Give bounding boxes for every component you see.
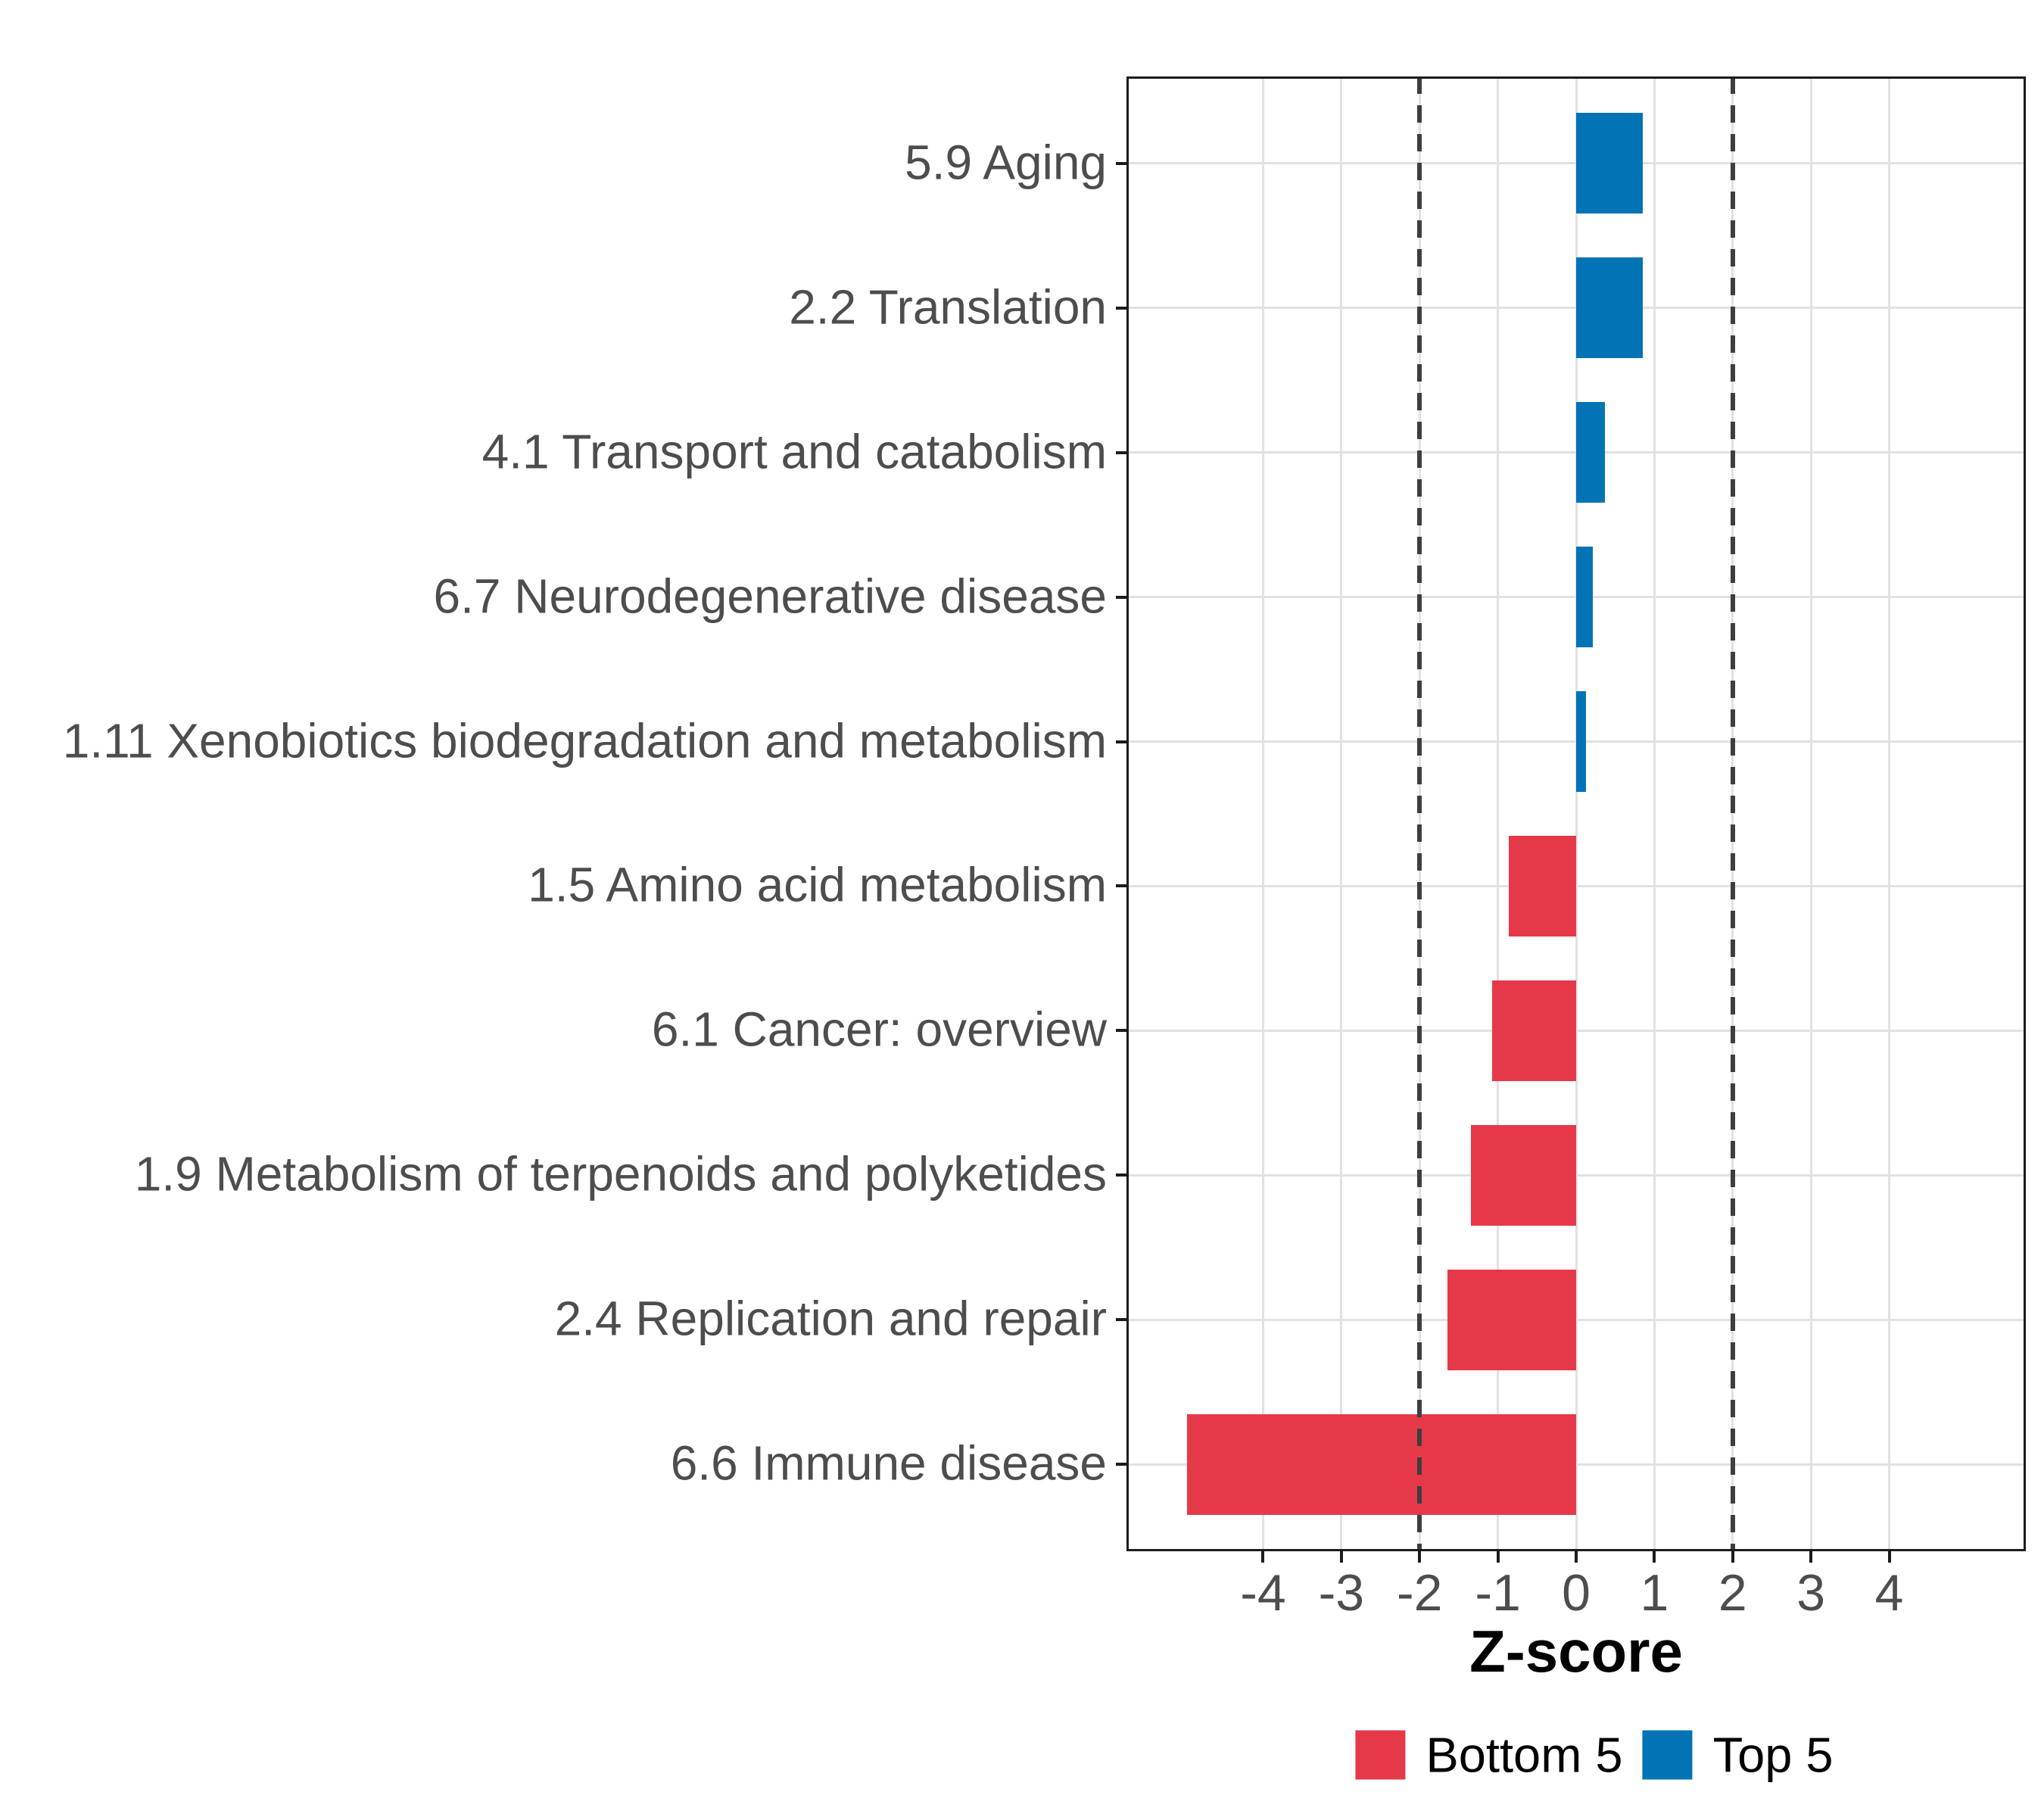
y-tick [1116,306,1126,310]
gridline-row [1126,1463,2026,1466]
y-axis-label: 1.11 Xenobiotics biodegradation and meta… [62,713,1107,768]
legend-label-top5: Top 5 [1712,1727,1834,1783]
bar-2.2 Translation [1576,257,1643,359]
x-tick [1887,1551,1891,1563]
y-axis-label: 5.9 Aging [905,135,1107,190]
gridline-x-0 [1575,76,1578,1551]
x-tick-label: 0 [1562,1564,1591,1622]
y-axis-label: 6.6 Immune disease [670,1436,1107,1491]
bar-5.9 Aging [1576,113,1643,214]
y-tick [1116,884,1126,888]
bar-6.1 Cancer: overview [1492,980,1576,1081]
plot-panel [1126,76,2026,1551]
bar-1.5 Amino acid metabolism [1509,835,1576,937]
gridline-x--1 [1497,76,1500,1551]
x-tick-label: -2 [1396,1564,1443,1622]
y-tick [1116,1318,1126,1322]
x-tick-label: 2 [1718,1564,1747,1622]
legend: Bottom 5 Top 5 [1355,1727,1834,1783]
x-tick [1575,1551,1578,1563]
x-axis-title: Z-score [1469,1618,1683,1685]
x-tick-label: -4 [1240,1564,1286,1622]
x-tick-label: 3 [1796,1564,1826,1622]
gridline-row [1126,1029,2026,1032]
x-tick [1261,1551,1265,1563]
y-axis-label: 1.9 Metabolism of terpenoids and polyket… [134,1147,1107,1202]
x-tick [1809,1551,1813,1563]
y-tick [1116,161,1126,165]
x-tick-label: 4 [1874,1564,1904,1622]
legend-item-top5: Top 5 [1642,1727,1834,1783]
y-tick [1116,740,1126,743]
bar-2.4 Replication and repair [1447,1269,1576,1370]
legend-swatch-top5 [1642,1730,1693,1780]
bar-1.11 Xenobiotics biodegradation and metabolism [1576,691,1587,792]
gridline-row [1126,884,2026,887]
y-axis-label: 2.4 Replication and repair [554,1292,1107,1347]
y-tick [1116,1463,1126,1466]
x-tick [1418,1551,1422,1563]
y-axis-label: 2.2 Translation [789,279,1107,335]
gridline-x--4 [1261,76,1264,1551]
gridline-x-1 [1653,76,1656,1551]
gridline-x--3 [1340,76,1343,1551]
bar-1.9 Metabolism of terpenoids and polyketides [1471,1124,1576,1226]
legend-swatch-bottom5 [1355,1730,1406,1780]
y-axis-label: 6.7 Neurodegenerative disease [433,569,1108,624]
gridline-row [1126,1173,2026,1177]
x-tick [1731,1551,1734,1563]
x-tick [1339,1551,1343,1563]
bar-4.1 Transport and catabolism [1576,402,1606,503]
y-axis-label: 1.5 Amino acid metabolism [528,858,1107,913]
y-tick [1116,450,1126,454]
gridline-row [1126,1318,2026,1321]
x-tick-label: -1 [1475,1564,1521,1622]
x-tick-label: 1 [1640,1564,1669,1622]
reference-line-2 [1730,76,1735,1551]
gridline-x-4 [1888,76,1891,1551]
bar-6.7 Neurodegenerative disease [1576,547,1593,648]
legend-item-bottom5: Bottom 5 [1355,1727,1623,1783]
bar-6.6 Immune disease [1187,1413,1576,1515]
y-axis-label: 6.1 Cancer: overview [651,1002,1107,1058]
y-tick [1116,595,1126,599]
x-tick [1653,1551,1656,1563]
legend-label-bottom5: Bottom 5 [1426,1727,1623,1783]
y-axis-label: 4.1 Transport and catabolism [481,424,1107,479]
x-tick [1496,1551,1500,1563]
x-tick-label: -3 [1318,1564,1365,1622]
y-tick [1116,1029,1126,1033]
y-tick [1116,1173,1126,1177]
gridline-x-3 [1809,76,1812,1551]
reference-line--2 [1417,76,1422,1551]
